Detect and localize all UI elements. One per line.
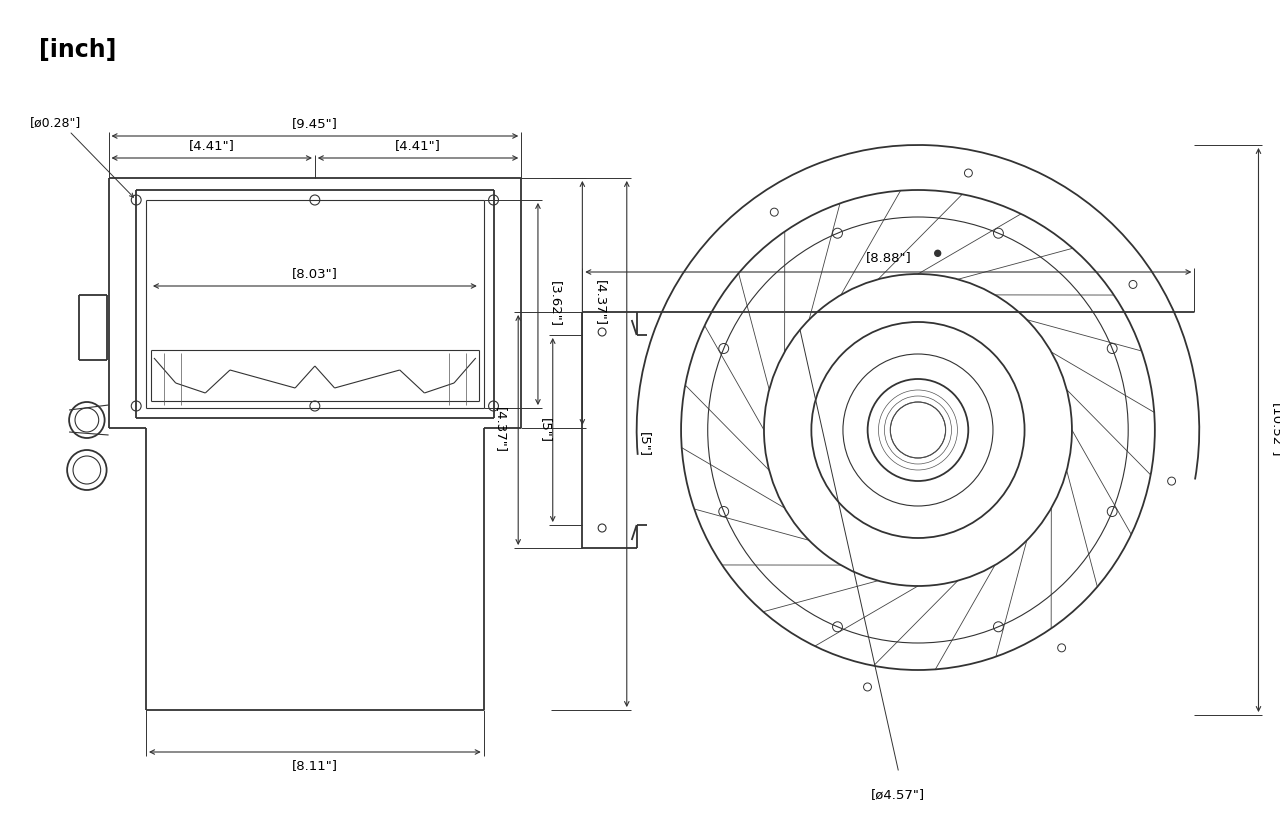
Text: [inch]: [inch] — [40, 38, 116, 62]
Text: [4.37"]: [4.37"] — [594, 280, 607, 326]
Text: [8.11"]: [8.11"] — [292, 760, 338, 773]
Text: [4.41"]: [4.41"] — [396, 140, 440, 153]
Text: [4.37"]: [4.37"] — [494, 407, 507, 453]
Text: [8.03"]: [8.03"] — [292, 267, 338, 280]
Circle shape — [934, 250, 941, 257]
Text: [4.41"]: [4.41"] — [188, 140, 234, 153]
Text: [5"]: [5"] — [637, 431, 652, 457]
Text: [10.52"]: [10.52"] — [1270, 403, 1280, 458]
Text: [9.45"]: [9.45"] — [292, 118, 338, 131]
Text: [3.62"]: [3.62"] — [549, 281, 562, 327]
Text: [ø0.28"]: [ø0.28"] — [29, 117, 81, 130]
Text: [5"]: [5"] — [539, 417, 552, 443]
Text: [8.88"]: [8.88"] — [865, 252, 911, 265]
Text: [ø4.57"]: [ø4.57"] — [872, 788, 925, 801]
